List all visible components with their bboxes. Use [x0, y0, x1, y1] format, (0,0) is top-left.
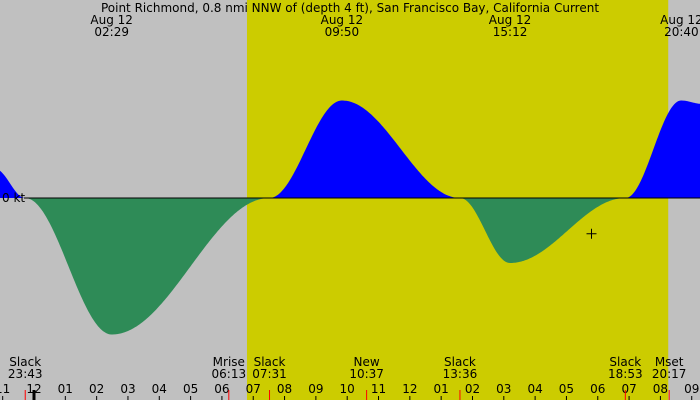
- hour-tick-label-14: 01: [434, 382, 449, 396]
- hour-tick-label-22: 09: [684, 382, 699, 396]
- hour-tick-label-6: 05: [183, 382, 198, 396]
- hour-tick-label-20: 07: [621, 382, 636, 396]
- hour-tick-label-13: 12: [402, 382, 417, 396]
- hour-tick-label-11: 10: [340, 382, 355, 396]
- bottom-event-label-1: Mrise: [213, 355, 245, 369]
- hour-tick-label-0: 11: [0, 382, 10, 396]
- hour-tick-label-12: 11: [371, 382, 386, 396]
- top-event-date-2: Aug 12: [489, 13, 532, 27]
- bottom-event-label-2: Slack: [254, 355, 286, 369]
- top-event-time-2: 15:12: [493, 25, 528, 39]
- top-event-date-3: Aug 12: [660, 13, 700, 27]
- bottom-event-time-4: 13:36: [443, 367, 478, 381]
- hour-tick-label-19: 06: [590, 382, 605, 396]
- hour-tick-label-7: 06: [214, 382, 229, 396]
- hour-tick-label-4: 03: [120, 382, 135, 396]
- hour-tick-label-18: 05: [559, 382, 574, 396]
- bottom-event-time-1: 06:13: [212, 367, 247, 381]
- top-event-date-0: Aug 12: [90, 13, 133, 27]
- top-event-time-3: 20:40: [664, 25, 699, 39]
- flood-area-4: [625, 100, 700, 198]
- hour-tick-label-8: 07: [246, 382, 261, 396]
- bottom-event-time-6: 20:17: [652, 367, 687, 381]
- hour-tick-label-9: 08: [277, 382, 292, 396]
- hour-tick-label-16: 03: [496, 382, 511, 396]
- bottom-event-time-0: 23:43: [8, 367, 43, 381]
- bottom-event-time-2: 07:31: [252, 367, 287, 381]
- chart-title: Point Richmond, 0.8 nmi NNW of (depth 4 …: [101, 1, 599, 15]
- bottom-event-label-5: Slack: [609, 355, 641, 369]
- hour-tick-label-3: 02: [89, 382, 104, 396]
- current-area-layer: [0, 100, 700, 335]
- top-event-time-0: 02:29: [94, 25, 129, 39]
- ebb-area-1: [25, 198, 269, 335]
- bottom-event-time-5: 18:53: [608, 367, 643, 381]
- hour-tick-label-2: 01: [58, 382, 73, 396]
- hour-tick-label-10: 09: [308, 382, 323, 396]
- bottom-event-label-6: Mset: [655, 355, 684, 369]
- zero-label: 0 kt: [2, 191, 25, 205]
- hour-tick-label-17: 04: [527, 382, 542, 396]
- flood-area-0: [0, 170, 25, 198]
- ebb-area-3: [459, 198, 625, 263]
- axis-layer: 0 kt 11 12 01 02 03 04 05 06 07 08 09 10 11 12 01 02 03 04…: [0, 191, 700, 400]
- top-event-time-1: 09:50: [325, 25, 360, 39]
- bottom-event-label-3: New: [354, 355, 380, 369]
- hour-tick-label-1: 12: [26, 382, 41, 396]
- bottom-event-label-0: Slack: [9, 355, 41, 369]
- flood-area-2: [269, 100, 459, 198]
- bottom-event-label-4: Slack: [444, 355, 476, 369]
- hour-tick-label-5: 04: [152, 382, 167, 396]
- hour-tick-label-21: 08: [653, 382, 668, 396]
- top-event-date-1: Aug 12: [321, 13, 364, 27]
- bottom-event-time-3: 10:37: [349, 367, 384, 381]
- hour-tick-label-15: 02: [465, 382, 480, 396]
